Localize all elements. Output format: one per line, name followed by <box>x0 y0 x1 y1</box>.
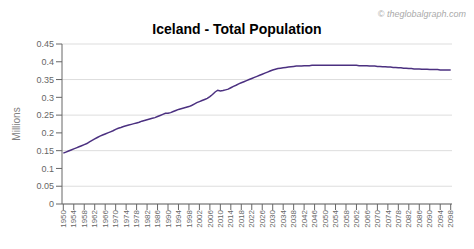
svg-text:2090: 2090 <box>425 209 434 227</box>
svg-text:2078: 2078 <box>394 209 403 227</box>
svg-text:2062: 2062 <box>352 209 361 227</box>
svg-text:1986: 1986 <box>153 209 162 227</box>
svg-text:2014: 2014 <box>227 209 236 227</box>
svg-text:2046: 2046 <box>310 209 319 227</box>
svg-text:2094: 2094 <box>436 209 445 227</box>
html-text:Iceland - Total Population: Iceland - Total Population <box>152 21 322 37</box>
svg-text:0.15: 0.15 <box>36 146 54 156</box>
svg-text:Millions: Millions <box>11 107 22 140</box>
svg-text:2050: 2050 <box>321 209 330 227</box>
svg-text:1954: 1954 <box>69 209 78 227</box>
svg-text:1950: 1950 <box>59 209 68 227</box>
svg-text:0.45: 0.45 <box>36 39 54 49</box>
svg-text:2070: 2070 <box>373 209 382 227</box>
svg-text:2054: 2054 <box>331 209 340 227</box>
svg-text:0.4: 0.4 <box>41 57 54 67</box>
svg-text:0: 0 <box>49 199 54 209</box>
svg-text:2042: 2042 <box>300 209 309 227</box>
svg-text:1990: 1990 <box>164 209 173 227</box>
svg-text:2034: 2034 <box>279 209 288 227</box>
svg-text:2030: 2030 <box>268 209 277 227</box>
svg-text:1962: 1962 <box>90 209 99 227</box>
svg-text:2082: 2082 <box>404 209 413 227</box>
svg-text:1966: 1966 <box>101 209 110 227</box>
svg-text:2058: 2058 <box>342 209 351 227</box>
svg-text:1970: 1970 <box>111 209 120 227</box>
svg-text:1974: 1974 <box>122 209 131 227</box>
svg-text:2038: 2038 <box>289 209 298 227</box>
svg-text:1982: 1982 <box>143 209 152 227</box>
svg-text:2066: 2066 <box>363 209 372 227</box>
svg-text:2002: 2002 <box>195 209 204 227</box>
svg-text:2086: 2086 <box>415 209 424 227</box>
svg-text:0.05: 0.05 <box>36 181 54 191</box>
svg-text:1978: 1978 <box>132 209 141 227</box>
svg-text:2098: 2098 <box>446 209 455 227</box>
svg-text:1958: 1958 <box>80 209 89 227</box>
html-text:© theglobalgraph.com: © theglobalgraph.com <box>377 9 466 19</box>
svg-text:2018: 2018 <box>237 209 246 227</box>
svg-text:0.1: 0.1 <box>41 164 54 174</box>
svg-text:0.25: 0.25 <box>36 110 54 120</box>
svg-text:0.35: 0.35 <box>36 75 54 85</box>
svg-text:2026: 2026 <box>258 209 267 227</box>
svg-text:2022: 2022 <box>247 209 256 227</box>
svg-text:0.2: 0.2 <box>41 128 54 138</box>
svg-text:2074: 2074 <box>384 209 393 227</box>
svg-text:2006: 2006 <box>206 209 215 227</box>
svg-text:2010: 2010 <box>216 209 225 227</box>
svg-text:0.3: 0.3 <box>41 93 54 103</box>
svg-text:1998: 1998 <box>185 209 194 227</box>
svg-text:1994: 1994 <box>174 209 183 227</box>
